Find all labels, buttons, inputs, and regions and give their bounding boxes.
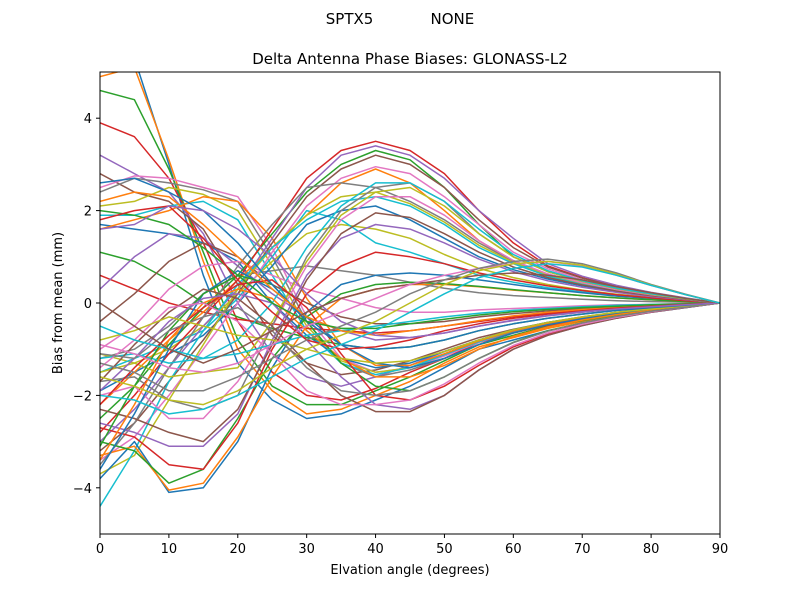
y-tick-label: −2	[73, 389, 92, 404]
x-axis: 0 10 20 30 40 50 60 70 80 90	[96, 534, 728, 557]
series-line-34	[100, 251, 720, 471]
series-line-59	[100, 260, 720, 406]
y-tick-label: 4	[84, 112, 92, 127]
series-line-47	[100, 302, 720, 406]
x-tick-label: 20	[230, 542, 247, 557]
y-tick-label: −4	[73, 482, 92, 497]
series-line-37	[100, 195, 720, 420]
y-tick-label: 2	[84, 205, 92, 220]
series-line-48	[100, 302, 720, 397]
series-line-46	[100, 288, 720, 413]
chart-title: Delta Antenna Phase Biases: GLONASS-L2	[252, 50, 568, 68]
series-line-36	[100, 212, 720, 443]
series-line-53	[100, 209, 720, 330]
x-tick-label: 50	[436, 542, 453, 557]
y-axis-title: Bias from mean (mm)	[51, 232, 66, 374]
series-layer	[100, 72, 720, 507]
y-tick-label: 0	[84, 297, 92, 312]
x-tick-label: 0	[96, 542, 104, 557]
figure-suptitle: SPTX5 NONE	[326, 10, 475, 28]
x-tick-label: 80	[643, 542, 660, 557]
series-line-54	[100, 205, 720, 350]
x-tick-label: 70	[574, 542, 591, 557]
series-line-50	[100, 302, 720, 360]
series-line-35	[100, 223, 720, 447]
x-axis-title: Elvation angle (degrees)	[330, 563, 489, 578]
series-line-60	[100, 262, 720, 415]
x-tick-label: 40	[367, 542, 384, 557]
series-line-55	[100, 205, 720, 339]
series-line-49	[100, 302, 720, 364]
y-axis: −4 −2 0 2 4	[73, 112, 100, 497]
x-tick-label: 90	[712, 542, 729, 557]
x-tick-label: 60	[505, 542, 522, 557]
series-line-31	[100, 272, 720, 494]
x-tick-label: 30	[298, 542, 315, 557]
x-tick-label: 10	[161, 542, 178, 557]
series-line-58	[100, 258, 720, 392]
